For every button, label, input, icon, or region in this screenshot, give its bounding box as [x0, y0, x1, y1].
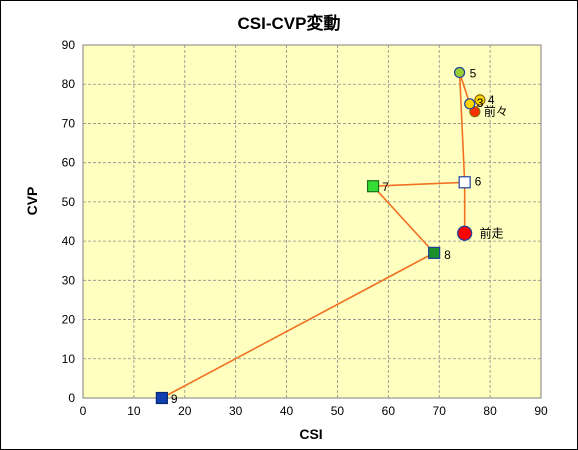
point-label-前走: 前走	[480, 225, 504, 240]
point-label-9: 9	[171, 392, 178, 406]
y-tick-label: 0	[68, 391, 75, 405]
data-point-5	[453, 66, 466, 79]
x-axis-label: CSI	[299, 426, 322, 442]
y-tick-label: 50	[62, 195, 76, 209]
point-label-8: 8	[444, 248, 451, 262]
y-tick-label: 70	[62, 116, 76, 130]
point-label-3: 3	[477, 96, 484, 110]
point-label-5: 5	[470, 66, 477, 80]
grid-lines	[83, 45, 541, 398]
data-point-前々	[469, 106, 481, 118]
data-point-6	[458, 176, 471, 189]
point-label-4: 4	[488, 93, 495, 107]
y-tick-label: 40	[62, 234, 76, 248]
point-label-6: 6	[475, 174, 482, 188]
data-point-9	[155, 391, 168, 405]
data-point-8	[428, 246, 441, 259]
point-label-前々: 前々	[484, 104, 508, 119]
x-tick-label: 80	[483, 404, 497, 418]
point-label-7: 7	[382, 180, 389, 194]
y-tick-label: 20	[62, 313, 76, 327]
data-point-3	[464, 98, 476, 110]
data-point-4	[474, 94, 486, 106]
x-tick-label: 0	[80, 404, 87, 418]
y-tick-label: 80	[62, 77, 76, 91]
y-tick-label: 30	[62, 273, 76, 287]
x-tick-label: 30	[229, 404, 243, 418]
y-tick-label: 90	[62, 38, 76, 52]
y-tick-label: 60	[62, 156, 76, 170]
plot-area	[82, 44, 542, 399]
tick-labels: 0 10 20 30 40 50 60 70 80 90 0 10 20 30 40 50 60 70 80 90	[62, 38, 548, 418]
data-point-7	[366, 180, 380, 193]
x-tick-label: 60	[382, 404, 396, 418]
x-tick-label: 70	[433, 404, 447, 418]
chart-title: CSI-CVP変動	[238, 13, 341, 33]
x-tick-label: 10	[127, 404, 141, 418]
x-tick-label: 90	[534, 404, 548, 418]
data-markers	[155, 66, 486, 405]
y-tick-label: 10	[62, 352, 76, 366]
data-point-前走	[457, 225, 473, 241]
x-tick-label: 50	[331, 404, 345, 418]
x-tick-label: 20	[178, 404, 192, 418]
x-tick-label: 40	[280, 404, 294, 418]
y-axis-label: CVP	[24, 187, 40, 216]
